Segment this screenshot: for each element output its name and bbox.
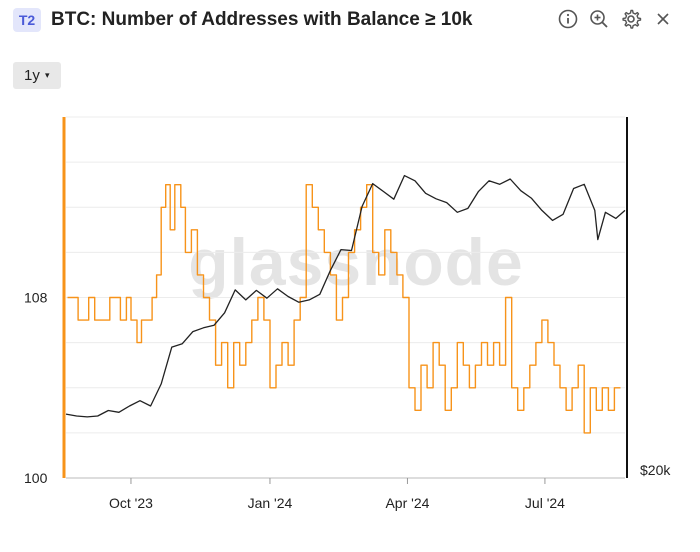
gear-icon[interactable] <box>620 8 642 30</box>
y-tick-label: 108 <box>24 290 48 306</box>
axes: 100 108 $20k Oct '23 Jan '24 Apr '24 Jul '24 <box>24 117 671 511</box>
x-tick-label: Jan '24 <box>248 495 293 511</box>
info-icon-glyph <box>558 9 578 29</box>
x-tick-label: Jul '24 <box>525 495 565 511</box>
chart-area[interactable]: glassnode 100 108 $20k Oct '23 Jan '24 Apr '2… <box>0 105 700 535</box>
right-y-tick-label: $20k <box>640 462 671 478</box>
series-line-price <box>65 174 626 418</box>
info-icon[interactable] <box>557 8 579 30</box>
x-tick-label: Apr '24 <box>385 495 429 511</box>
watermark: glassnode <box>188 225 523 299</box>
close-icon-glyph <box>657 13 669 25</box>
series-layer <box>65 174 626 434</box>
x-tick-label: Oct '23 <box>109 495 153 511</box>
zoom-in-icon[interactable] <box>588 8 610 30</box>
chart-title: BTC: Number of Addresses with Balance ≥ … <box>51 9 473 30</box>
series-line-addresses <box>67 184 621 434</box>
close-icon[interactable] <box>652 8 674 30</box>
resolution-label: 1y <box>24 67 40 84</box>
chart-header: T2 BTC: Number of Addresses with Balance… <box>0 0 700 44</box>
zoom-in-icon-glyph <box>590 10 608 28</box>
chevron-down-icon: ▾ <box>45 70 50 80</box>
resolution-dropdown[interactable]: 1y ▾ <box>13 62 61 89</box>
gear-icon-glyph <box>622 9 642 29</box>
tier-badge: T2 <box>13 8 41 32</box>
y-tick-label: 100 <box>24 470 48 486</box>
